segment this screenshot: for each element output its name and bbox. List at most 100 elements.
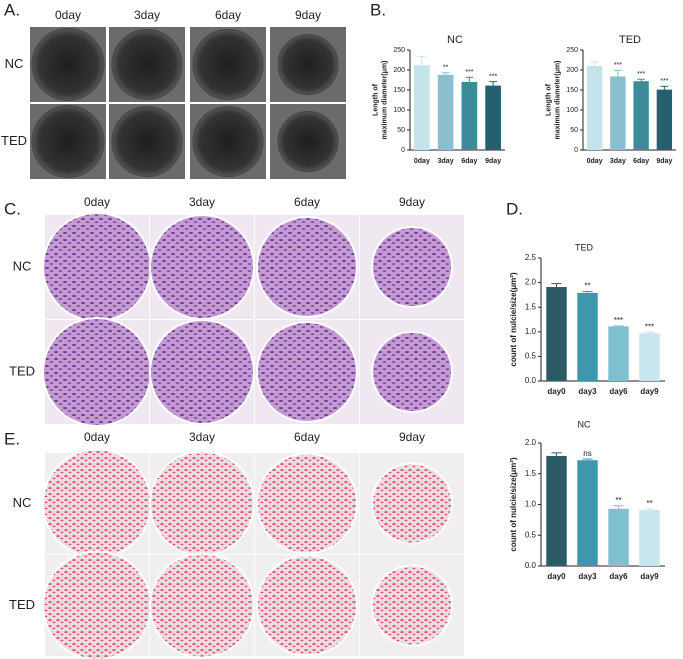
y-axis-label: Length of: [545, 83, 552, 116]
error-bar: [441, 72, 450, 75]
y-tick-label: 1.0: [525, 500, 537, 509]
column-label: 6day: [294, 430, 320, 444]
spheroid: [371, 462, 453, 545]
spheroid: [149, 214, 255, 320]
x-tick-label: 3day: [610, 158, 626, 165]
x-tick-label: day6: [609, 387, 628, 396]
panel-label: E.: [4, 429, 20, 448]
significance: ***: [660, 78, 668, 85]
spheroid: [149, 450, 255, 557]
y-axis-label: maximum diameter(μm): [554, 61, 561, 140]
y-tick-label: 200: [566, 67, 578, 74]
column-label: 3day: [189, 430, 215, 444]
spheroid: [256, 216, 358, 318]
bar: [577, 292, 598, 381]
panel-label: D.: [506, 199, 523, 218]
x-tick-label: day3: [578, 572, 597, 581]
column-label: 0day: [55, 8, 81, 22]
spheroid: [111, 29, 183, 100]
bar: [437, 74, 454, 150]
row-label: NC: [5, 56, 24, 71]
bar: [546, 455, 567, 566]
y-tick-label: 0.5: [525, 530, 537, 539]
x-tick-label: day0: [547, 387, 566, 396]
significance: ***: [614, 62, 622, 69]
bar: [546, 287, 567, 381]
y-tick-label: 50: [397, 127, 405, 134]
spheroid: [277, 111, 339, 172]
significance: **: [615, 496, 621, 505]
x-tick-label: 6day: [461, 158, 477, 165]
x-tick-label: day0: [547, 572, 566, 581]
bar: [610, 76, 626, 150]
error-bar: [417, 55, 426, 66]
y-axis-label: count of nulcie/size(μm²): [509, 457, 518, 552]
y-tick-label: 0: [401, 147, 405, 154]
spheroid: [256, 554, 358, 657]
error-bar: [637, 78, 645, 82]
spheroid: [192, 29, 264, 100]
spheroid: [371, 564, 453, 647]
bar: [586, 66, 603, 150]
significance: ns: [583, 449, 591, 458]
spheroid: [192, 106, 264, 177]
bar: [414, 65, 430, 150]
significance: ***: [645, 322, 654, 331]
y-tick-label: 250: [393, 47, 405, 54]
panel-label: A.: [4, 0, 20, 19]
error-bar: [465, 76, 474, 82]
chart-title: TED: [619, 34, 641, 46]
bar: [656, 89, 673, 150]
spheroid: [31, 105, 105, 178]
y-tick-label: 250: [566, 47, 578, 54]
column-label: 9day: [295, 8, 321, 22]
x-tick-label: day9: [640, 572, 659, 581]
y-tick-label: 0.5: [525, 352, 537, 361]
chart-title: NC: [447, 34, 463, 46]
y-tick-label: 100: [393, 107, 405, 114]
significance: ***: [489, 73, 497, 80]
y-axis-label: Length of: [372, 83, 379, 116]
spheroid: [42, 448, 152, 559]
bar: [633, 81, 649, 150]
significance: **: [584, 282, 590, 291]
y-tick-label: 1.5: [525, 469, 537, 478]
spheroid: [42, 550, 152, 659]
spheroid: [256, 321, 358, 423]
error-bar: [613, 505, 624, 509]
y-tick-label: 100: [566, 107, 578, 114]
column-label: 3day: [134, 8, 160, 22]
spheroid: [256, 452, 358, 555]
x-tick-label: 6day: [633, 158, 649, 165]
error-bar: [644, 331, 655, 334]
y-axis-label: count of nulcie/size(μm²): [509, 272, 518, 367]
spheroid: [371, 226, 453, 308]
y-tick-label: 2.0: [525, 278, 537, 287]
error-bar: [644, 508, 655, 511]
significance: ***: [614, 316, 623, 325]
y-tick-label: 0: [574, 147, 578, 154]
y-axis-label: maximum diameter(μm): [381, 61, 388, 140]
row-label: NC: [13, 258, 32, 273]
spheroid: [149, 319, 255, 425]
bar: [608, 326, 629, 381]
y-tick-label: 1.5: [525, 302, 537, 311]
column-label: 0day: [84, 195, 110, 209]
spheroid: [277, 34, 339, 95]
error-bar: [590, 61, 599, 66]
bar: [608, 508, 629, 566]
column-label: 9day: [399, 195, 425, 209]
error-bar: [660, 85, 669, 90]
bar: [639, 510, 660, 566]
significance: **: [646, 499, 652, 508]
spheroid: [111, 106, 183, 177]
y-tick-label: 0.0: [525, 561, 537, 570]
y-tick-label: 150: [566, 87, 578, 94]
row-label: NC: [13, 495, 32, 510]
spheroid: [31, 28, 105, 101]
x-tick-label: 0day: [587, 158, 603, 165]
bar: [485, 85, 501, 150]
y-tick-label: 0.0: [525, 376, 537, 385]
error-bar: [582, 458, 593, 461]
